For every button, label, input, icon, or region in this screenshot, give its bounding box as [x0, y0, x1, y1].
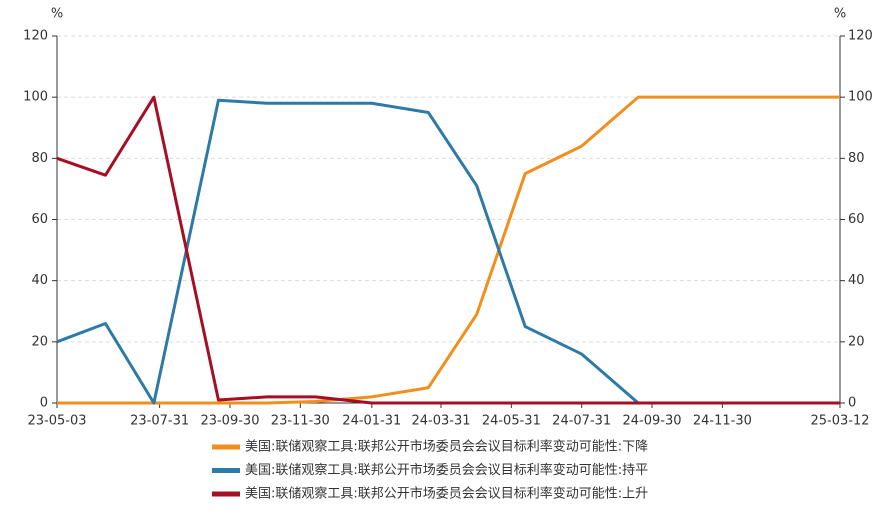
x-tick-label: 23-09-30: [200, 414, 259, 429]
x-tick-label: 23-07-31: [130, 414, 189, 429]
y-tick-label: 80: [31, 151, 48, 166]
y2-tick-label: 120: [848, 29, 873, 44]
legend-label: 美国:联储观察工具:联邦公开市场委员会会议目标利率变动可能性:上升: [245, 486, 648, 502]
legend-label: 美国:联储观察工具:联邦公开市场委员会会议目标利率变动可能性:持平: [245, 462, 648, 478]
y2-tick-label: 40: [848, 273, 865, 288]
x-tick-label: 24-09-30: [623, 414, 682, 429]
legend-label: 美国:联储观察工具:联邦公开市场委员会会议目标利率变动可能性:下降: [245, 439, 648, 455]
x-tick-label: 23-05-03: [27, 414, 86, 429]
y-tick-label: 100: [23, 90, 48, 105]
x-tick-label: 25-03-12: [810, 414, 869, 429]
x-tick-label: 24-01-31: [342, 414, 401, 429]
x-tick-label: 24-07-31: [552, 414, 611, 429]
y2-tick-label: 100: [848, 90, 873, 105]
x-tick-label: 23-11-30: [271, 414, 330, 429]
y-tick-label: 20: [31, 334, 48, 349]
y-tick-label: 60: [31, 212, 48, 227]
y2-tick-label: 60: [848, 212, 865, 227]
x-tick-label: 24-11-30: [693, 414, 752, 429]
y2-tick-label: 20: [848, 334, 865, 349]
y-tick-label: 40: [31, 273, 48, 288]
y2-tick-label: 0: [848, 396, 856, 411]
y2-tick-label: 80: [848, 151, 865, 166]
line: [57, 95, 840, 405]
x-tick-label: 24-03-31: [411, 414, 470, 429]
y-tick-label: 120: [23, 29, 48, 44]
x-tick-label: 24-05-31: [482, 414, 541, 429]
y2-unit: %: [834, 7, 846, 22]
line: [56, 95, 840, 405]
y-unit: %: [51, 7, 63, 22]
y-tick-label: 0: [40, 396, 48, 411]
